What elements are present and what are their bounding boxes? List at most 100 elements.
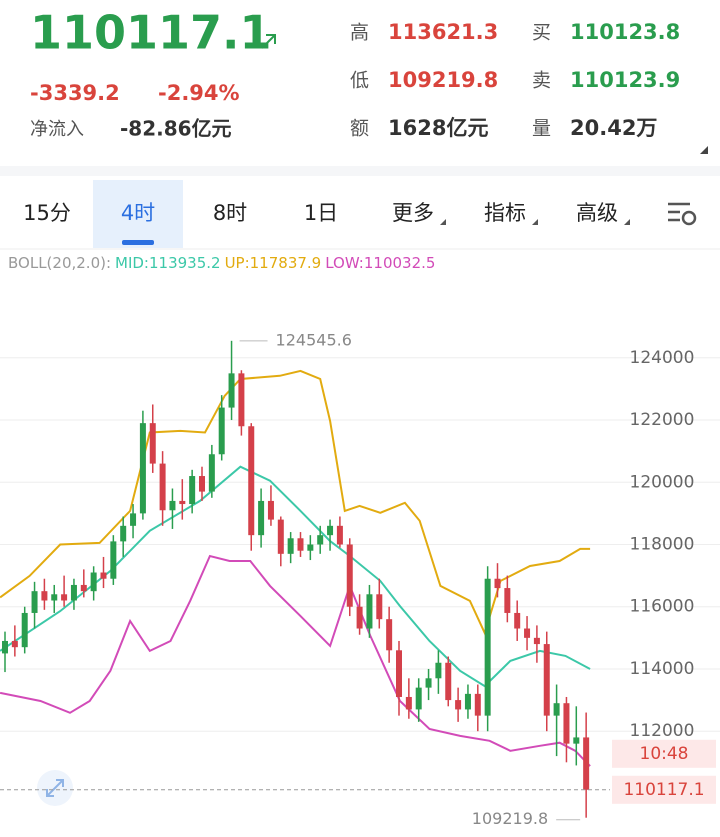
candle-body — [238, 373, 245, 427]
candle-body — [149, 423, 156, 464]
candle-body — [90, 572, 97, 592]
price: 110117.1 — [30, 6, 272, 60]
tab[interactable]: 1日 — [304, 201, 338, 225]
stat-value: 110123.8 — [570, 20, 680, 44]
settings-icon[interactable] — [668, 202, 697, 226]
separator — [0, 166, 720, 176]
candle-body — [405, 696, 412, 710]
candle-body — [159, 463, 166, 511]
stat-value: 113621.3 — [388, 20, 498, 44]
y-tick-label: 116000 — [630, 597, 695, 617]
candle-body — [228, 373, 235, 408]
candle-body — [356, 606, 363, 629]
candle-body — [169, 500, 176, 511]
y-tick-label: 112000 — [630, 721, 695, 741]
candle-body — [199, 476, 205, 492]
y-tick-label: 120000 — [630, 472, 695, 492]
tab[interactable]: 更多 — [392, 201, 434, 225]
candle-body — [277, 519, 284, 554]
candle-body — [524, 628, 531, 638]
tab[interactable]: 指标 — [484, 201, 526, 225]
candle-body — [386, 619, 393, 651]
candle-body — [317, 535, 324, 545]
y-tick-label: 122000 — [630, 410, 695, 430]
candle-body — [366, 594, 373, 629]
candle-body — [248, 426, 255, 536]
candle-body — [336, 525, 343, 545]
stat-label: 量 — [532, 118, 551, 140]
indicator-up: UP:117837.9 — [225, 254, 322, 272]
candle-body — [514, 612, 521, 629]
candle-body — [70, 584, 77, 601]
net-inflow: -82.86亿元 — [120, 117, 232, 141]
candle-body — [11, 640, 18, 648]
candle-body — [297, 538, 304, 551]
y-tick-label: 124000 — [630, 348, 695, 368]
candle-body — [100, 572, 107, 579]
candle-body — [484, 578, 491, 716]
candle-body — [41, 591, 48, 601]
candle-body — [346, 544, 353, 607]
candle-body — [267, 500, 274, 520]
trend-arrow — [261, 34, 276, 49]
tab[interactable]: 15分 — [23, 201, 71, 225]
candle-body — [179, 500, 186, 505]
last-price-box — [612, 775, 716, 804]
change-pct: -2.94% — [158, 81, 240, 105]
stat-value: 110123.9 — [570, 68, 680, 92]
stat-label: 低 — [350, 70, 369, 92]
candle-body — [258, 500, 265, 536]
candle-body — [435, 662, 442, 679]
candle-body — [327, 525, 334, 536]
candle-body — [563, 703, 570, 744]
tab-dropdown — [624, 219, 630, 225]
tab-underline — [122, 240, 154, 245]
candle-body — [287, 538, 294, 554]
candle-body — [376, 594, 383, 620]
stat-value: 1628亿元 — [388, 116, 488, 140]
tab[interactable]: 4时 — [121, 201, 155, 225]
candle-body — [21, 612, 28, 648]
expand-button[interactable] — [37, 770, 73, 806]
candle-body — [120, 525, 127, 542]
countdown: 10:48 — [640, 744, 689, 764]
stat-label: 高 — [350, 22, 369, 44]
stat-value: 109219.8 — [388, 68, 498, 92]
candle-body — [425, 678, 432, 688]
candle-body — [573, 737, 580, 744]
candle-body — [396, 650, 402, 697]
candle-body — [533, 637, 540, 645]
candle-body — [415, 687, 422, 710]
stat-label: 卖 — [532, 70, 551, 92]
tab-dropdown — [440, 219, 446, 225]
net-inflow-label: 净流入 — [30, 119, 84, 140]
candle-body — [583, 737, 590, 790]
indicator-legend: BOLL(20,2.0): MID:113935.2 UP:117837.9 LOW:… — [8, 254, 435, 272]
indicator-low: LOW:110032.5 — [325, 254, 435, 272]
candle-body — [208, 454, 215, 492]
candle-body — [474, 693, 481, 716]
min-label: 109219.8 — [472, 809, 548, 828]
max-label: 124545.6 — [276, 330, 352, 349]
tab[interactable]: 8时 — [213, 201, 247, 225]
last-price-label: 110117.1 — [623, 780, 704, 800]
candle-body — [80, 584, 87, 592]
candle-body — [445, 662, 452, 701]
corner-toggle[interactable] — [700, 146, 708, 154]
y-tick-label: 118000 — [630, 534, 695, 554]
candle-body — [455, 700, 462, 710]
countdown-box — [612, 739, 716, 768]
boll-line — [0, 465, 591, 688]
y-tick-label: 114000 — [630, 659, 695, 679]
candle-body — [504, 588, 511, 613]
tab[interactable]: 高级 — [576, 201, 618, 225]
indicator-mid: MID:113935.2 — [115, 254, 221, 272]
candle-body — [61, 594, 68, 601]
stat-label: 买 — [532, 22, 551, 44]
indicator-label: BOLL(20,2.0): — [8, 254, 111, 272]
candle-body — [553, 703, 560, 716]
candle-body — [307, 544, 314, 551]
stat-label: 额 — [350, 118, 369, 140]
